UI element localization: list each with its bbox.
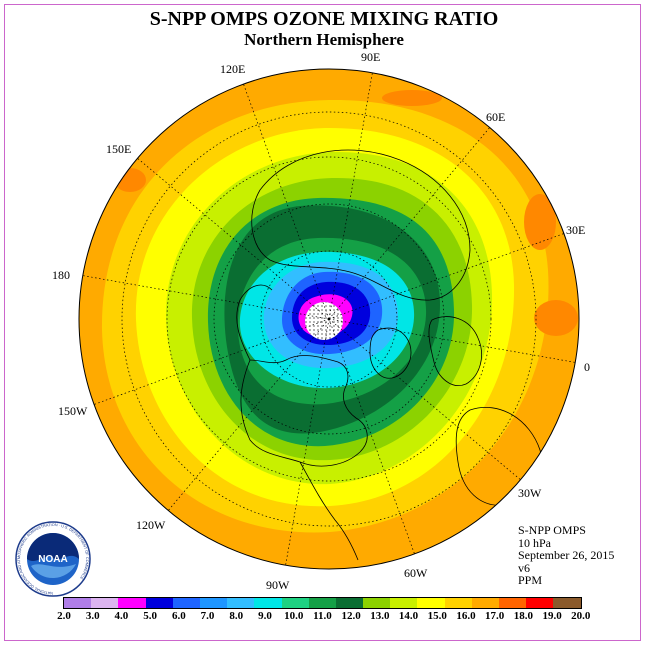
colorbar-tick-label: 13.0 — [370, 610, 390, 622]
colorbar-swatch — [172, 598, 200, 608]
latitude-circle-10 — [121, 111, 537, 527]
colorbar-swatch — [390, 598, 418, 608]
lon-label-30e: 30E — [566, 223, 586, 237]
colorbar-swatch — [281, 598, 309, 608]
lon-label-90e: 90E — [361, 50, 381, 64]
colorbar-tick-label: 15.0 — [427, 610, 447, 622]
noaa-logo: NOAA NATIONAL OCEANIC AND ATMOSPHERIC AD… — [15, 521, 91, 597]
page-title: S-NPP OMPS OZONE MIXING RATIO — [149, 8, 499, 30]
latitude-circle-30 — [166, 156, 492, 482]
map-boundary — [78, 68, 580, 570]
meridian-line — [328, 318, 576, 363]
lon-label-30w: 30W — [518, 486, 542, 500]
graticule — [82, 72, 576, 566]
meridian-line — [285, 318, 330, 566]
colorbar-tick-label: 10.0 — [284, 610, 304, 622]
latitude-circle-70 — [260, 250, 398, 388]
colorbar-swatch — [363, 598, 391, 608]
colorbar-swatch — [227, 598, 255, 608]
info-units: PPM — [518, 573, 543, 587]
colorbar-tick-label: 8.0 — [229, 610, 244, 622]
lon-label-150e: 150E — [106, 142, 132, 156]
colorbar-swatch — [553, 598, 581, 608]
orange-patch-east — [524, 194, 556, 250]
colorbar-swatch — [199, 598, 228, 608]
lon-label-180: 180 — [52, 268, 70, 282]
page-subtitle: Northern Hemisphere — [244, 30, 404, 49]
lon-label-150w: 150W — [58, 404, 88, 418]
lon-label-0: 0 — [584, 360, 590, 374]
colorbar-tick-label: 19.0 — [542, 610, 562, 622]
lon-label-120w: 120W — [136, 518, 166, 532]
colorbar-tick-label: 5.0 — [143, 610, 157, 622]
coast-central-america — [299, 461, 359, 561]
meridian-line — [328, 318, 521, 480]
meridian-line — [243, 83, 330, 320]
orange-patch-west — [114, 168, 146, 192]
colorbar-tick-label: 3.0 — [85, 610, 100, 622]
coast-north-america — [240, 355, 368, 467]
colorbar-tick-label: 4.0 — [114, 610, 129, 622]
colorbar-swatch — [308, 598, 336, 608]
colorbar-swatch — [471, 598, 499, 608]
meridian-line — [328, 318, 415, 555]
colorbar-swatch — [444, 598, 472, 608]
colorbar-swatch — [526, 598, 554, 608]
colorbar-swatch — [417, 598, 445, 608]
coast-alaska — [236, 284, 273, 361]
meridian-line — [328, 233, 565, 320]
info-instrument: S-NPP OMPS — [518, 523, 586, 537]
colorbar-swatch — [145, 598, 173, 608]
colorbar-tick-label: 20.0 — [571, 610, 591, 622]
info-block: S-NPP OMPS 10 hPa September 26, 2015 v6 … — [518, 524, 614, 587]
colorbar-swatch — [64, 598, 92, 608]
colorbar-swatch — [499, 598, 527, 608]
meridian-line — [137, 158, 330, 320]
info-date: September 26, 2015 — [518, 548, 615, 562]
meridian-line — [93, 318, 330, 405]
colorbar-tick-label: 18.0 — [513, 610, 533, 622]
coast-europe — [428, 316, 482, 386]
lon-label-60e: 60E — [486, 110, 506, 124]
meridians — [82, 72, 576, 566]
logo-text: NOAA — [38, 554, 67, 565]
lon-label-120e: 120E — [220, 62, 246, 76]
coast-greenland — [369, 327, 412, 379]
figure-frame — [4, 4, 641, 641]
coast-asia — [251, 149, 471, 301]
colorbar-tick-label: 9.0 — [258, 610, 272, 622]
meridian-line — [82, 275, 330, 320]
info-version: v6 — [518, 560, 530, 575]
info-level: 10 hPa — [518, 535, 551, 550]
colorbar-tick-label: 11.0 — [313, 610, 332, 622]
meridian-line — [328, 127, 490, 320]
lon-label-60w: 60W — [404, 566, 428, 580]
colorbar-tick-label: 6.0 — [171, 610, 186, 622]
orange-patch-east-2 — [534, 300, 578, 336]
colorbar-swatch — [254, 598, 282, 608]
colorbar-swatch — [335, 598, 364, 608]
colorbar-tick-label: 7.0 — [200, 610, 215, 622]
colorbar-tick-label: 14.0 — [398, 610, 419, 622]
colorbar-swatch — [118, 598, 146, 608]
colorbar-tick-label: 2.0 — [57, 610, 71, 622]
colorbar-tick-label: 17.0 — [485, 610, 505, 622]
colorbar — [63, 597, 582, 609]
orange-patch-north — [382, 90, 442, 106]
lon-label-90w: 90W — [266, 578, 290, 592]
colorbar-swatch — [91, 598, 119, 608]
meridian-line — [328, 72, 373, 320]
meridian-line — [168, 318, 330, 511]
colorbar-tick-label: 16.0 — [456, 610, 476, 622]
latitude-circle-50 — [213, 203, 445, 435]
colorbar-tick-label: 12.0 — [341, 610, 361, 622]
